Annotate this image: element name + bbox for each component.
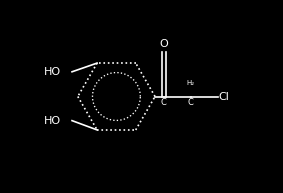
Text: H₂: H₂ <box>187 80 195 86</box>
Text: HO: HO <box>44 116 61 126</box>
Text: HO: HO <box>44 67 61 77</box>
Text: C: C <box>188 98 194 108</box>
Text: C: C <box>161 98 167 108</box>
Text: O: O <box>159 39 168 49</box>
Text: Cl: Cl <box>219 92 230 102</box>
